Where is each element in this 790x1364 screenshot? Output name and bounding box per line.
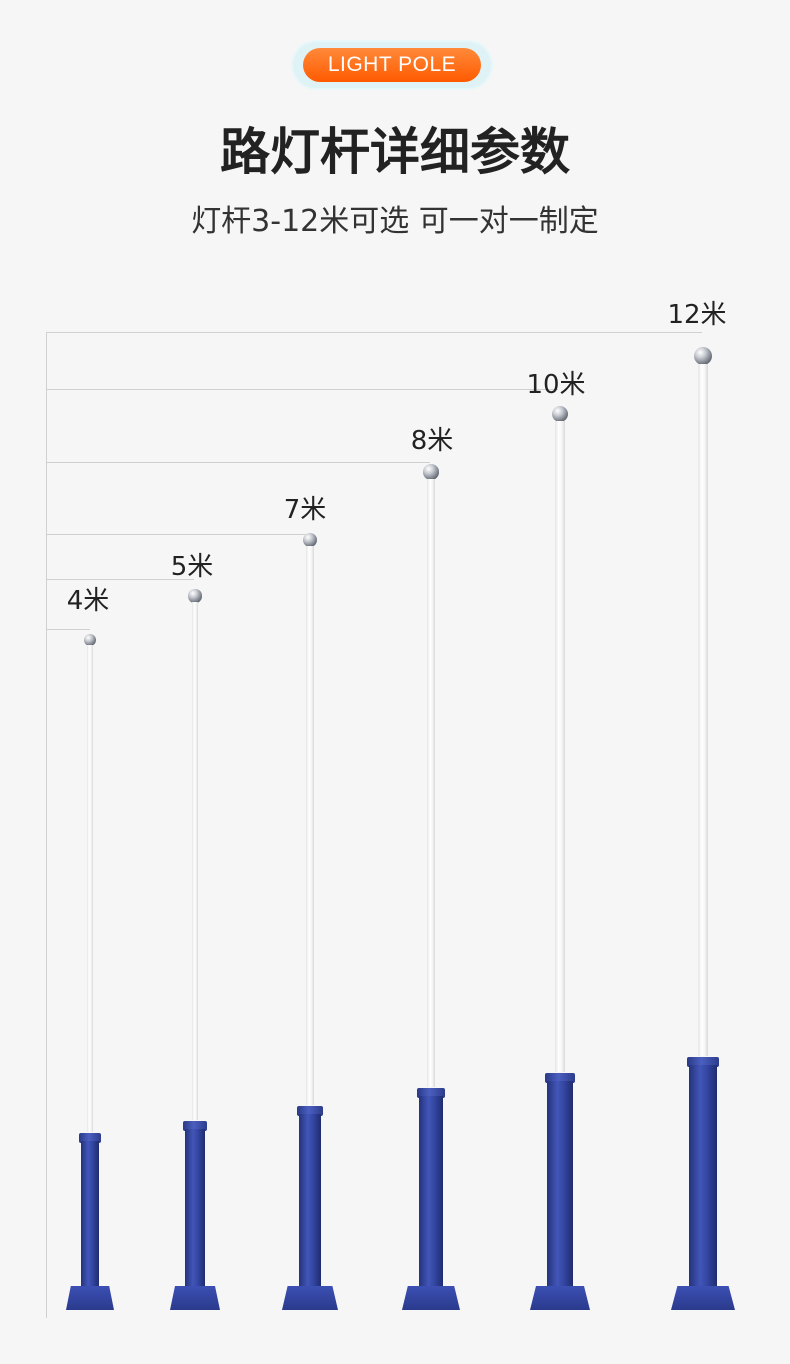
pole-base-tube: [689, 1065, 717, 1298]
pole-base-plate: [66, 1286, 114, 1310]
pole-shaft: [87, 645, 93, 1132]
pole-shaft: [698, 364, 708, 1056]
pole-base-plate: [282, 1286, 338, 1310]
pole-height-label: 7米: [283, 495, 327, 525]
pole-base-tube: [419, 1096, 443, 1298]
pole-collar: [297, 1106, 323, 1116]
height-guide-line: [46, 579, 194, 580]
pole-base-tube: [547, 1081, 573, 1298]
pole-base-plate: [170, 1286, 220, 1310]
pole-shaft: [306, 546, 314, 1105]
height-guide-line: [46, 389, 558, 390]
pole-collar: [417, 1088, 445, 1098]
pole-height-label: 10米: [526, 370, 586, 400]
light-pole-badge: LIGHT POLE: [303, 48, 481, 82]
pole-collar: [79, 1133, 101, 1143]
pole-shaft: [426, 478, 436, 1087]
pole-collar: [545, 1073, 575, 1083]
badge-outline: LIGHT POLE: [293, 42, 491, 88]
pole-top-ball: [694, 347, 712, 365]
pole-top-ball: [302, 532, 318, 548]
pole-base-tube: [299, 1114, 321, 1298]
pole-top-ball: [551, 405, 569, 423]
pole-height-label: 5米: [170, 552, 214, 582]
page-subtitle: 灯杆3-12米可选 可一对一制定: [191, 204, 599, 239]
height-guide-line: [46, 629, 90, 630]
pole-height-label: 12米: [667, 300, 727, 330]
page-title: 路灯杆详细参数: [220, 123, 570, 181]
height-guide-line: [46, 462, 430, 463]
height-guide-line: [46, 534, 308, 535]
pole-top-ball: [188, 589, 202, 603]
pole-base-tube: [185, 1129, 205, 1298]
pole-base-plate: [402, 1286, 460, 1310]
pole-height-label: 4米: [66, 586, 110, 616]
pole-base-plate: [671, 1286, 735, 1310]
pole-collar: [183, 1121, 207, 1131]
height-axis-line: [46, 332, 47, 1318]
pole-base-tube: [81, 1141, 99, 1298]
pole-base-plate: [530, 1286, 590, 1310]
pole-top-ball: [84, 634, 96, 646]
pole-top-ball: [423, 464, 439, 480]
pole-height-label: 8米: [410, 426, 454, 456]
pole-shaft: [555, 421, 565, 1072]
pole-shaft: [191, 601, 199, 1120]
pole-collar: [687, 1057, 719, 1067]
height-guide-line: [46, 332, 702, 333]
